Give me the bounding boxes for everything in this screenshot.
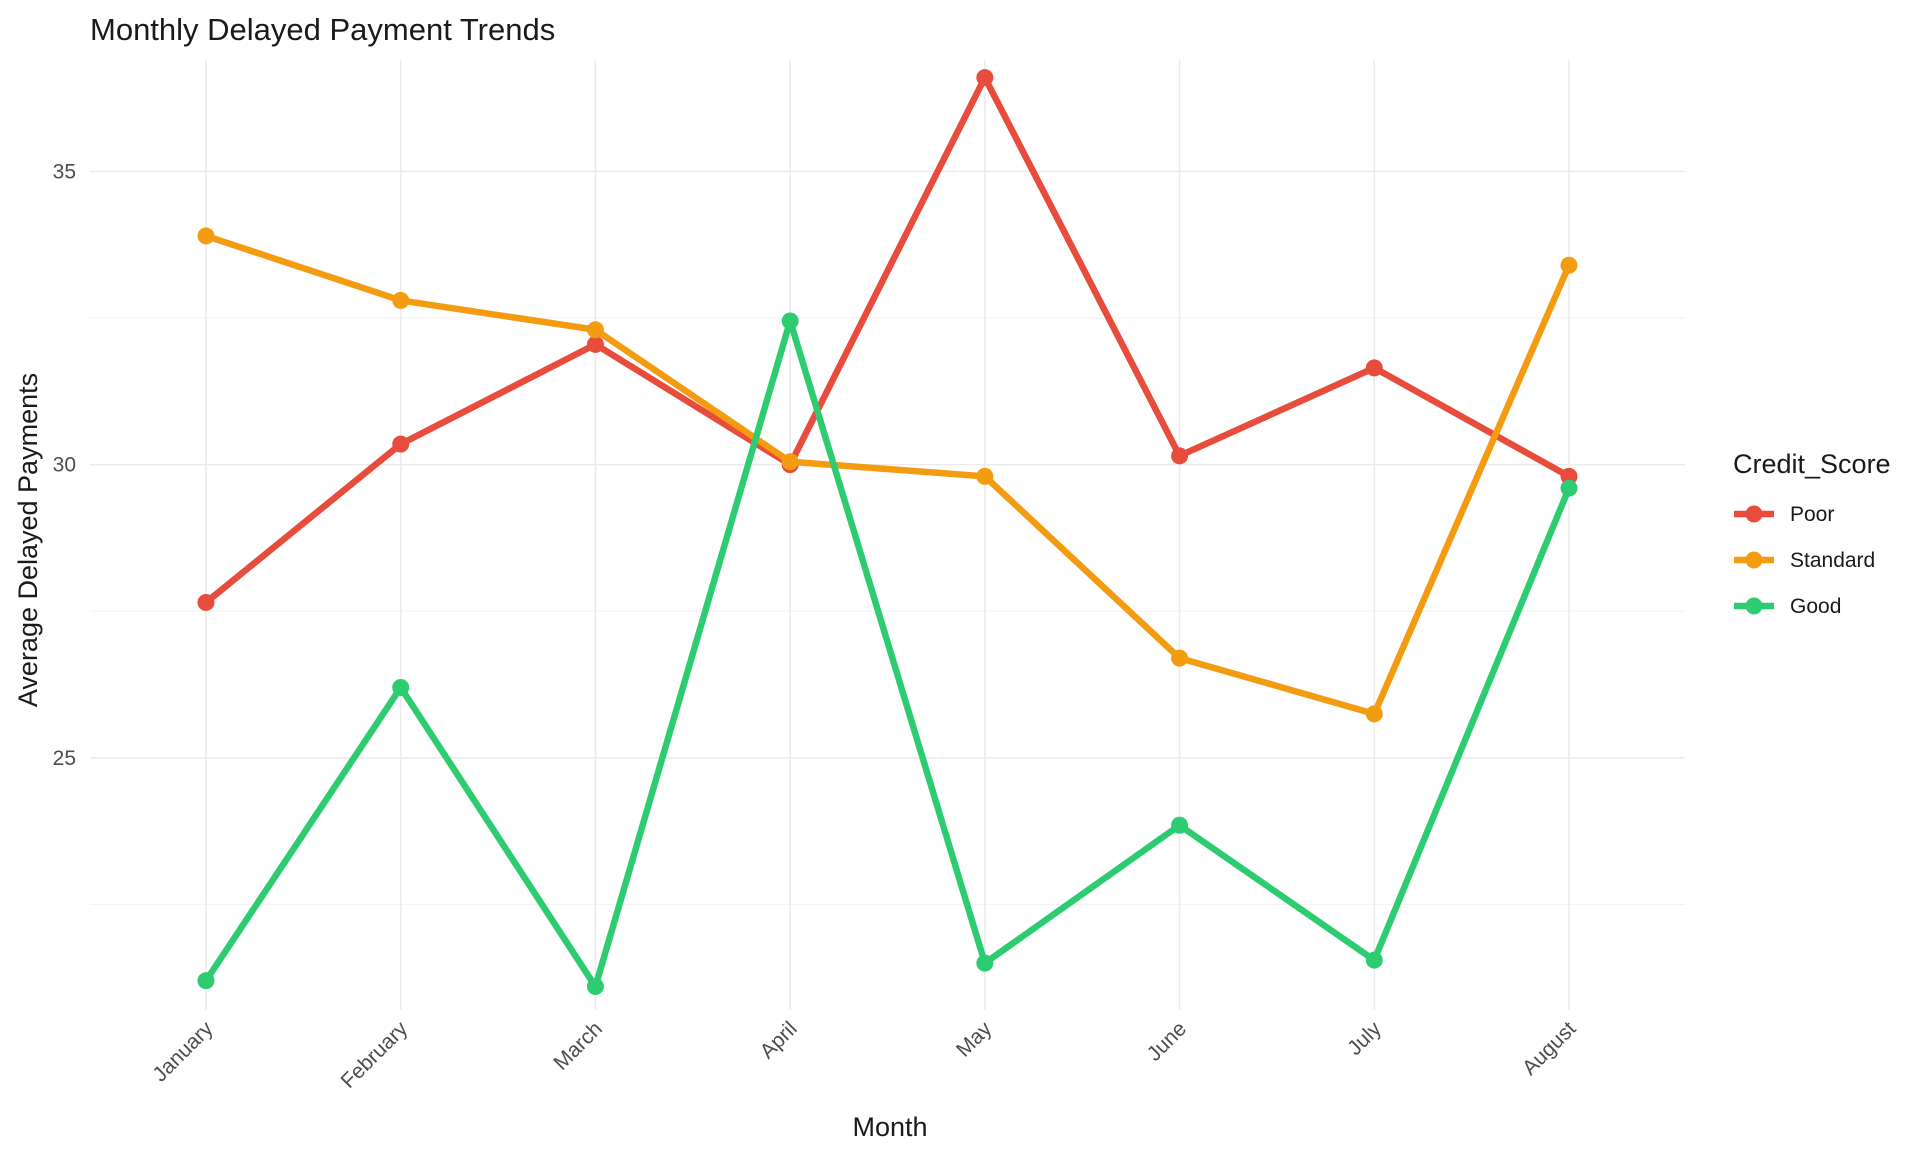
legend-label: Standard: [1790, 549, 1875, 572]
data-point-good: [1171, 816, 1189, 834]
y-axis-title: Average Delayed Payments: [13, 373, 43, 707]
data-point-good: [392, 678, 410, 696]
x-tick-label: June: [1143, 1017, 1191, 1065]
data-point-good: [586, 978, 604, 996]
legend-label: Good: [1790, 595, 1841, 618]
legend-key-point: [1745, 551, 1763, 569]
x-tick-label: August: [1518, 1017, 1581, 1080]
y-tick-label: 30: [53, 454, 76, 477]
series-line-standard: [202, 232, 1573, 718]
data-point-standard: [392, 291, 410, 309]
data-point-poor: [197, 593, 215, 611]
x-tick-label: April: [756, 1017, 802, 1063]
series-layer: [197, 69, 1578, 996]
data-point-good: [197, 972, 215, 990]
data-point-standard: [197, 227, 215, 245]
series-poor: [197, 69, 1578, 611]
x-axis-title: Month: [852, 1112, 927, 1142]
legend-item-good: Good: [1734, 595, 1841, 618]
data-point-standard: [1171, 649, 1189, 667]
chart-title: Monthly Delayed Payment Trends: [90, 12, 555, 47]
series-line-good: [202, 317, 1573, 990]
series-line-poor: [202, 74, 1573, 606]
data-point-good: [976, 954, 994, 972]
y-tick-label: 25: [53, 747, 76, 770]
x-tick-label: July: [1343, 1017, 1386, 1060]
data-point-poor: [1560, 467, 1578, 485]
x-axis-ticks: January February March April May June July Augu…: [148, 1017, 1580, 1093]
legend-item-standard: Standard: [1734, 549, 1875, 572]
data-point-poor: [1171, 447, 1189, 465]
x-tick-label: March: [549, 1017, 607, 1075]
y-tick-label: 35: [53, 160, 76, 183]
data-point-standard: [1365, 705, 1383, 723]
grid: [90, 60, 1685, 1010]
series-standard: [197, 227, 1578, 723]
data-point-good: [781, 312, 799, 330]
legend-item-poor: Poor: [1734, 503, 1834, 526]
data-point-standard: [976, 467, 994, 485]
x-tick-label: February: [337, 1017, 413, 1093]
data-point-poor: [976, 69, 994, 87]
series-good: [197, 312, 1578, 996]
data-point-poor: [586, 335, 604, 353]
x-tick-label: January: [148, 1017, 217, 1086]
legend-key-point: [1745, 597, 1763, 615]
data-point-poor: [1365, 359, 1383, 377]
legend-key-point: [1745, 505, 1763, 523]
legend-label: Poor: [1790, 503, 1834, 526]
legend-title: Credit_Score: [1733, 449, 1891, 479]
data-point-good: [1365, 951, 1383, 969]
x-tick-label: May: [952, 1017, 997, 1062]
y-axis-ticks: 25 30 35: [53, 160, 76, 769]
data-point-standard: [1560, 256, 1578, 274]
data-point-poor: [392, 435, 410, 453]
data-point-standard: [586, 321, 604, 339]
data-point-standard: [781, 453, 799, 471]
data-point-good: [1560, 479, 1578, 497]
legend: Credit_Score Poor Standard Good: [1733, 449, 1891, 618]
